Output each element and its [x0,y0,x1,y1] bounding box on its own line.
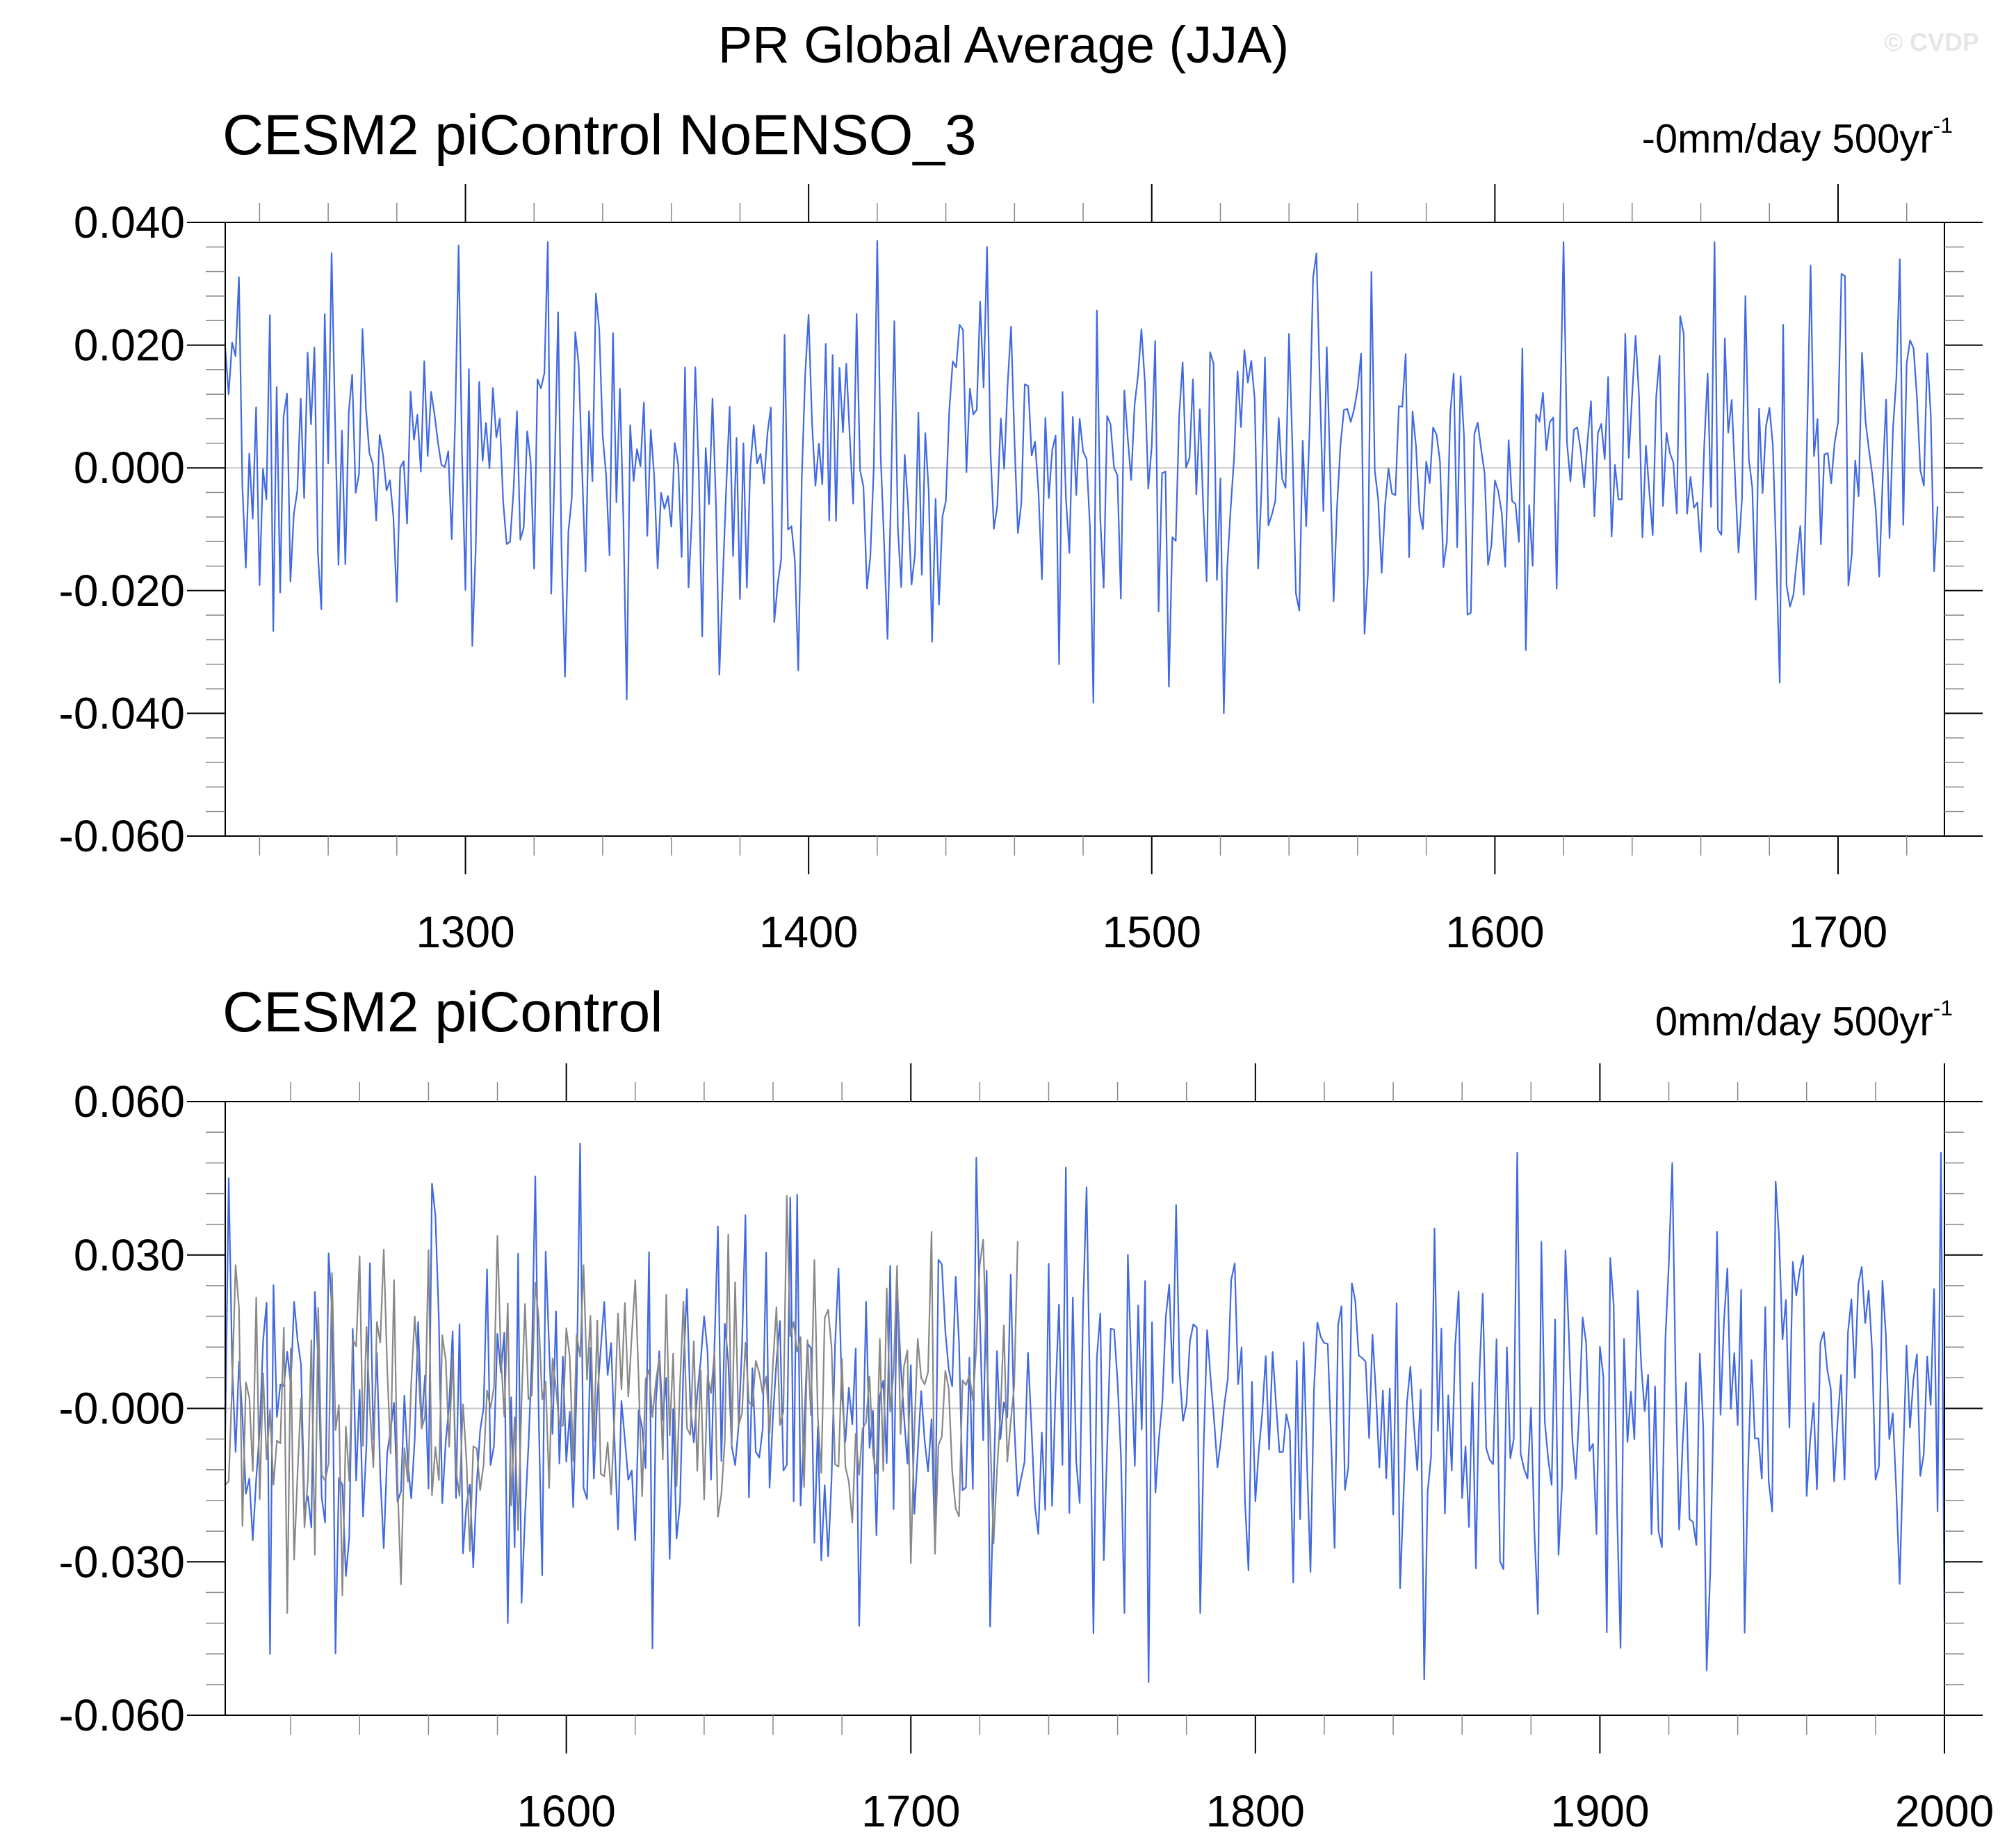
panel-2-series-1-line [224,1143,1946,1683]
panel-1-y-tick-label: -0.020 [59,566,185,616]
panel-2-trend-text: 0mm/day 500yr [1655,999,1933,1045]
panel-2-y-tick-label: -0.060 [59,1690,185,1740]
panel-1-trend-exponent: -1 [1933,113,1953,138]
panel-2-x-tick-label: 1600 [517,1786,615,1836]
panel-1-trend-text: -0mm/day 500yr [1641,116,1933,162]
panel-1-y-tick-label: 0.000 [74,443,185,493]
panel-1-y-tick-label: -0.060 [59,811,185,861]
panel-2-y-tick-label: 0.030 [74,1230,185,1280]
panel-1-trend: -0mm/day 500yr-1 [1642,113,1953,163]
panel-2-trend-exponent: -1 [1933,995,1953,1020]
panel-1-x-tick-label: 1600 [1445,907,1544,957]
panel-1-y-tick-label: 0.020 [74,320,185,370]
panel-1-x-tick-label: 1700 [1789,907,1887,957]
panel-1-plot: 0.040 0.020 0.000 -0.020 -0.040 -0.060 1300 140… [59,184,1983,957]
panel-1-x-tick-label: 1500 [1103,907,1201,957]
panel-1-series-1-line [224,240,1939,714]
panel-2-x-tick-label: 1900 [1550,1786,1649,1836]
panel-2-plot: 0.060 0.030 -0.000 -0.030 -0.060 1600 1700 1800… [59,1063,1994,1836]
panel-2-y-tick-label: -0.000 [59,1384,185,1434]
panel-2-x-tick-label: 1700 [861,1786,960,1836]
figure-title: PR Global Average (JJA) [717,16,1290,74]
watermark: © CVDP [1884,28,1979,56]
panel-2-x-tick-label: 1800 [1206,1786,1305,1836]
panel-1-title: CESM2 piControl NoENSO_3 [222,104,977,167]
panel-2-trend: 0mm/day 500yr-1 [1655,995,1953,1045]
panel-1-frame [225,222,1945,837]
panel-2-y-tick-label: -0.030 [59,1537,185,1587]
panel-1-y-tick-label: 0.040 [74,197,185,247]
panel-1-x-tick-label: 1300 [416,907,514,957]
panel-2-x-tick-label: 2000 [1895,1786,1994,1836]
panel-2-title: CESM2 piControl [222,981,663,1044]
panel-2-series-2-line [225,1195,1018,1614]
panel-2-y-tick-label: 0.060 [74,1077,185,1127]
panel-1-x-tick-label: 1400 [759,907,858,957]
panel-1-y-tick-label: -0.040 [59,688,185,738]
